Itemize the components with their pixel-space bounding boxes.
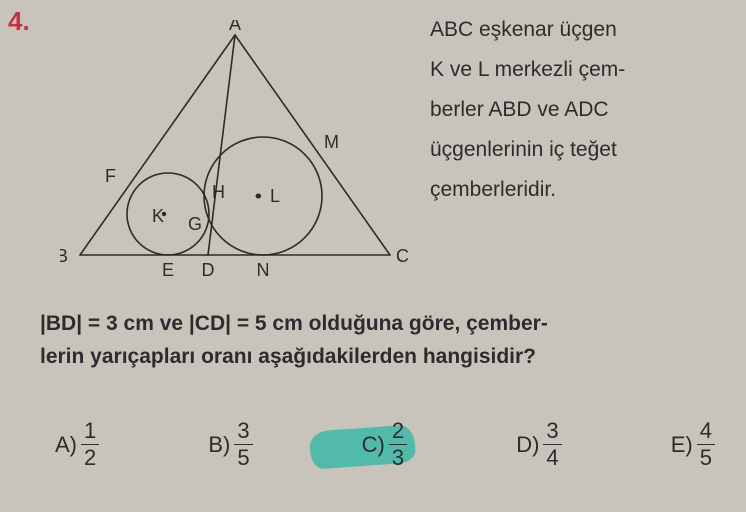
frac-num: 2 (389, 420, 407, 444)
frac-den: 4 (543, 444, 561, 469)
question-line-2: lerin yarıçapları oranı aşağıdakilerden … (40, 341, 720, 374)
answer-D: D) 3 4 (516, 420, 561, 469)
svg-text:G: G (188, 214, 202, 234)
svg-text:•: • (255, 186, 261, 206)
svg-text:M: M (324, 132, 339, 152)
answer-C-label: C) (362, 432, 385, 458)
frac-den: 3 (389, 444, 407, 469)
answer-B-label: B) (208, 432, 230, 458)
svg-text:D: D (202, 260, 215, 280)
question-text: |BD| = 3 cm ve |CD| = 5 cm olduğuna göre… (40, 308, 720, 373)
answer-A: A) 1 2 (55, 420, 99, 469)
answer-E-label: E) (671, 432, 693, 458)
answer-E-fraction: 4 5 (697, 420, 715, 469)
frac-num: 1 (81, 420, 99, 444)
given-line-4: üçgenlerinin iç teğet (430, 130, 730, 170)
given-line-1: ABC eşkenar üçgen (430, 10, 730, 50)
answer-D-fraction: 3 4 (543, 420, 561, 469)
question-line-1: |BD| = 3 cm ve |CD| = 5 cm olduğuna göre… (40, 308, 720, 341)
svg-text:H: H (212, 182, 225, 202)
frac-den: 5 (234, 444, 252, 469)
answer-row: A) 1 2 B) 3 5 C) 2 3 D) 3 4 E) 4 5 (55, 420, 715, 469)
answer-A-fraction: 1 2 (81, 420, 99, 469)
answer-E: E) 4 5 (671, 420, 715, 469)
svg-text:L: L (270, 186, 280, 206)
svg-text:K: K (152, 206, 164, 226)
svg-text:B: B (60, 246, 68, 266)
svg-text:N: N (257, 260, 270, 280)
svg-text:E: E (162, 260, 174, 280)
answer-B-fraction: 3 5 (234, 420, 252, 469)
svg-text:C: C (396, 246, 409, 266)
geometry-diagram: A B C F K GH • L M E D N (60, 20, 410, 290)
frac-den: 5 (697, 444, 715, 469)
question-number: 4. (8, 6, 30, 37)
svg-text:F: F (105, 166, 116, 186)
frac-den: 2 (81, 444, 99, 469)
answer-D-label: D) (516, 432, 539, 458)
answer-B: B) 3 5 (208, 420, 252, 469)
answer-C-fraction: 2 3 (389, 420, 407, 469)
given-text: ABC eşkenar üçgen K ve L merkezli çem- b… (430, 10, 730, 209)
frac-num: 3 (543, 420, 561, 444)
given-line-3: berler ABD ve ADC (430, 90, 730, 130)
frac-num: 3 (234, 420, 252, 444)
answer-A-label: A) (55, 432, 77, 458)
diagram-svg: A B C F K GH • L M E D N (60, 20, 410, 290)
given-line-2: K ve L merkezli çem- (430, 50, 730, 90)
given-line-5: çemberleridir. (430, 170, 730, 210)
answer-C: C) 2 3 (362, 420, 407, 469)
svg-text:A: A (229, 20, 241, 34)
frac-num: 4 (697, 420, 715, 444)
